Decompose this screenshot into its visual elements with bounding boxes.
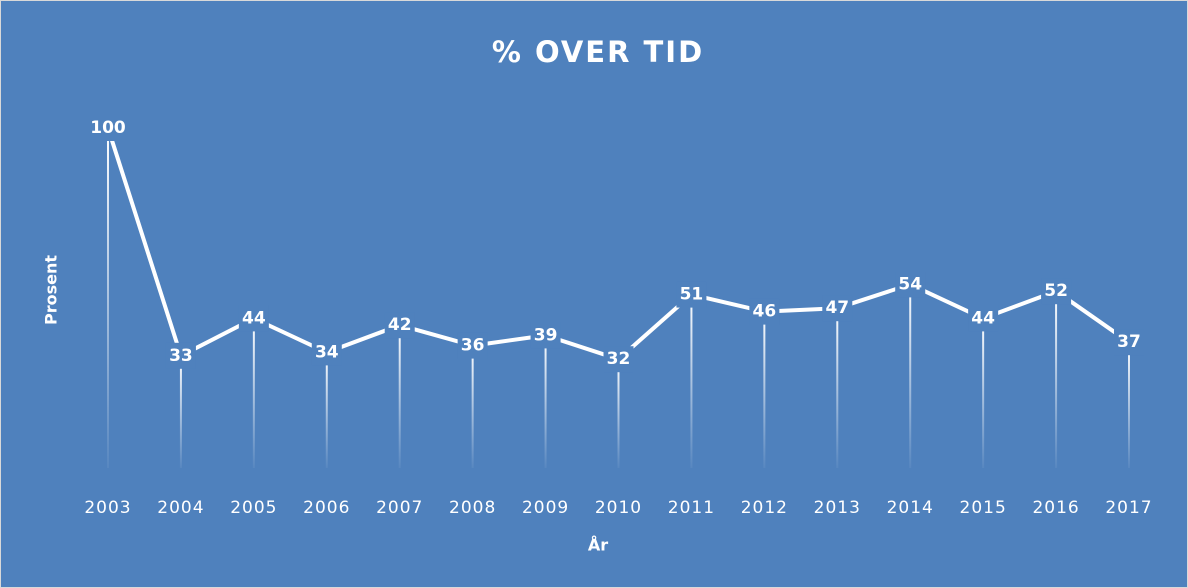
drop-line — [325, 352, 328, 468]
data-label: 34 — [315, 342, 339, 362]
drop-line — [982, 318, 985, 468]
data-label: 36 — [461, 336, 485, 356]
x-tick-label: 2014 — [887, 498, 934, 518]
data-label: 33 — [169, 346, 193, 366]
x-tick-label: 2005 — [230, 498, 277, 518]
x-axis-label: År — [588, 536, 608, 555]
data-label: 100 — [90, 118, 126, 138]
drop-line — [471, 345, 474, 468]
drop-line — [544, 335, 547, 468]
drop-line — [909, 284, 912, 468]
data-label-background — [1041, 278, 1072, 305]
x-tick-label: 2012 — [741, 498, 788, 518]
chart-title: % OVER TID — [492, 35, 704, 69]
data-label-background — [968, 305, 999, 332]
y-axis-label: Prosent — [42, 255, 61, 325]
x-tick-label: 2006 — [303, 498, 350, 518]
x-tick-label: 2015 — [960, 498, 1007, 518]
drop-line — [690, 294, 693, 468]
x-tick-label: 2003 — [84, 498, 131, 518]
drop-line — [836, 308, 839, 468]
data-label-background — [749, 298, 780, 325]
x-tick-label: 2004 — [157, 498, 204, 518]
x-tick-label: 2017 — [1105, 498, 1152, 518]
data-label-background — [457, 332, 488, 359]
data-label-background — [165, 342, 196, 369]
data-label-background — [895, 271, 926, 298]
x-tick-label: 2010 — [595, 498, 642, 518]
data-label: 39 — [534, 325, 558, 345]
data-label: 42 — [388, 315, 412, 335]
x-tick-label: 2016 — [1032, 498, 1079, 518]
drop-line — [252, 318, 255, 468]
drop-line — [1055, 291, 1058, 468]
data-label: 44 — [971, 308, 995, 328]
data-label-background — [311, 339, 342, 366]
data-label: 46 — [753, 302, 777, 322]
drop-line — [398, 325, 401, 468]
drop-line — [617, 359, 620, 468]
data-label-background — [676, 281, 707, 308]
data-label-background — [238, 305, 269, 332]
data-label: 54 — [898, 274, 922, 294]
x-tick-label: 2008 — [449, 498, 496, 518]
data-label-background — [384, 312, 415, 339]
drop-line — [107, 128, 109, 468]
x-tick-label: 2013 — [814, 498, 861, 518]
data-label: 37 — [1117, 332, 1141, 352]
data-label: 44 — [242, 308, 266, 328]
x-tick-label: 2011 — [668, 498, 715, 518]
data-label: 47 — [825, 298, 849, 318]
data-label: 32 — [607, 349, 631, 369]
data-label-background — [530, 322, 561, 349]
data-label: 52 — [1044, 281, 1068, 301]
data-label-background — [822, 295, 853, 322]
data-label-background — [603, 346, 634, 373]
x-tick-label: 2009 — [522, 498, 569, 518]
x-tick-label: 2007 — [376, 498, 423, 518]
data-label: 51 — [680, 285, 704, 305]
data-label-background — [1114, 329, 1144, 356]
drop-line — [763, 311, 766, 468]
data-label-background — [87, 115, 129, 141]
drop-line — [179, 355, 182, 468]
drop-line — [1128, 342, 1130, 468]
